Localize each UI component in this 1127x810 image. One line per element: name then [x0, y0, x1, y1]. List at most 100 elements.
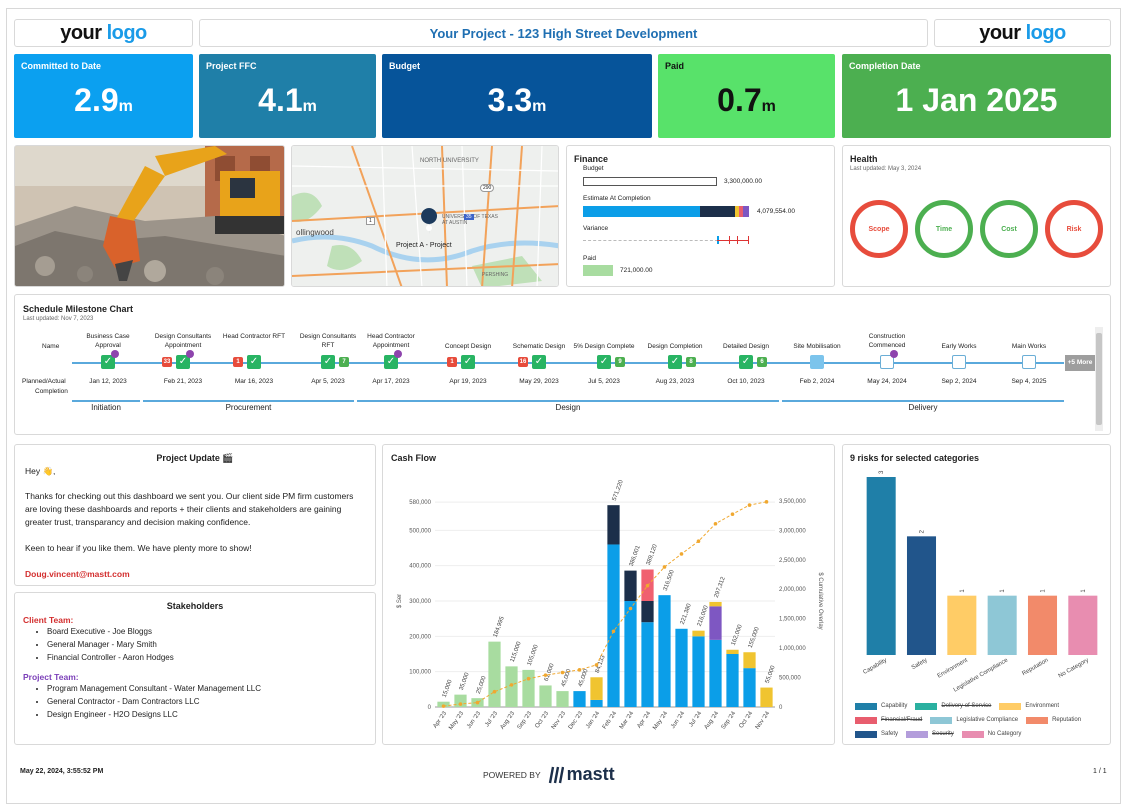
milestone-marker[interactable]: ✓	[668, 355, 682, 369]
cumulative-point[interactable]	[628, 606, 633, 611]
cumulative-point[interactable]	[662, 565, 667, 569]
cumulative-point[interactable]	[645, 583, 650, 588]
risk-bar[interactable]	[947, 595, 977, 655]
milestone-delta-badge: 1	[233, 357, 243, 367]
cashflow-bar-segment[interactable]	[641, 601, 654, 623]
cashflow-chart: 0 100,000 200,000 300,000 400,000 500,000 580,…	[397, 479, 823, 731]
legend-item[interactable]: Legislative Compliance	[930, 714, 1018, 727]
cumulative-point[interactable]	[611, 629, 616, 634]
legend-item[interactable]: No Category	[961, 728, 1021, 741]
cashflow-bar-segment[interactable]	[590, 677, 603, 700]
cashflow-bar-segment[interactable]	[522, 669, 535, 707]
legend-item[interactable]: Financial/Fraud	[855, 714, 922, 727]
milestone-marker[interactable]: ✓	[461, 355, 475, 369]
cashflow-bar-segment[interactable]	[624, 570, 637, 601]
cashflow-bar-segment[interactable]	[590, 699, 603, 707]
cumulative-point[interactable]	[441, 704, 446, 708]
cashflow-bar-segment[interactable]	[556, 691, 569, 707]
cashflow-bar-segment[interactable]	[692, 630, 705, 637]
cumulative-point[interactable]	[509, 683, 514, 687]
cumulative-point[interactable]	[475, 700, 480, 705]
milestone-marker[interactable]: ✓	[101, 355, 115, 369]
cashflow-bar-segment[interactable]	[607, 544, 620, 707]
x-tick-label: Apr '23	[432, 710, 448, 729]
budget-label: Budget	[583, 165, 604, 172]
cashflow-bar-segment[interactable]	[760, 687, 773, 707]
milestone-marker[interactable]: ✓	[532, 355, 546, 369]
cashflow-bar-segment[interactable]	[539, 685, 552, 707]
milestone-name: Detailed Design	[723, 343, 769, 350]
project-map[interactable]: NORTH UNIVERSITY UNIVERSITY OF TEXAS AT …	[291, 145, 559, 287]
cashflow-bar-segment[interactable]	[743, 668, 756, 707]
cashflow-bar-segment[interactable]	[607, 505, 620, 545]
legend-item[interactable]: Safety	[855, 728, 898, 741]
schedule-scrollbar[interactable]	[1095, 327, 1103, 431]
kpi-tile: Committed to Date 2.9m	[14, 54, 193, 138]
legend-item[interactable]: Environment	[999, 700, 1059, 713]
cashflow-bar-segment[interactable]	[573, 691, 586, 707]
cashflow-bar-segment[interactable]	[726, 649, 739, 654]
risk-bar[interactable]	[1027, 595, 1058, 655]
cashflow-bar-segment[interactable]	[624, 601, 637, 707]
risk-bar[interactable]	[866, 477, 896, 655]
excavator-image	[15, 146, 284, 286]
contact-email-link[interactable]: Doug.vincent@mastt.com	[25, 569, 130, 579]
milestone-marker[interactable]	[880, 355, 894, 369]
milestone-marker[interactable]: ✓	[321, 355, 335, 369]
cumulative-point[interactable]	[577, 668, 582, 672]
cashflow-bar-segment[interactable]	[692, 636, 705, 707]
milestone-marker[interactable]	[952, 355, 966, 369]
cumulative-point[interactable]	[526, 676, 531, 681]
milestone-comment-icon[interactable]	[111, 350, 119, 358]
milestone-comment-icon[interactable]	[186, 350, 194, 358]
legend-item[interactable]: Security	[906, 728, 954, 741]
legend-item[interactable]: Delivery of Service	[915, 700, 991, 713]
milestone-marker[interactable]: ✓	[384, 355, 398, 369]
cashflow-bar-segment[interactable]	[658, 595, 671, 707]
cumulative-point[interactable]	[747, 503, 752, 507]
cumulative-point[interactable]	[492, 689, 497, 694]
milestone-marker[interactable]: ✓	[597, 355, 611, 369]
cumulative-point[interactable]	[713, 521, 718, 526]
cashflow-bar-segment[interactable]	[709, 601, 722, 607]
milestone-marker[interactable]: ✓	[247, 355, 261, 369]
risk-bar[interactable]	[987, 595, 1017, 655]
milestone-marker[interactable]	[810, 355, 824, 369]
milestone-marker[interactable]: ✓	[739, 355, 753, 369]
risk-bar[interactable]	[906, 536, 937, 655]
dashboard-frame	[6, 8, 1121, 804]
cumulative-point[interactable]	[543, 673, 548, 677]
cashflow-bar-segment[interactable]	[641, 622, 654, 707]
cumulative-point[interactable]	[679, 552, 684, 556]
legend-item[interactable]: Reputation	[1026, 714, 1081, 727]
cumulative-point[interactable]	[730, 512, 735, 516]
cashflow-bar-segment[interactable]	[675, 628, 688, 707]
paid-label: Paid	[583, 255, 597, 262]
project-update-panel: Project Update 🎬 Hey 👋, Thanks for check…	[14, 444, 376, 586]
milestone-comment-icon[interactable]	[394, 350, 402, 358]
risks-title: 9 risks for selected categories	[850, 453, 980, 463]
milestone-marker[interactable]: ✓	[176, 355, 190, 369]
cumulative-point[interactable]	[764, 500, 769, 504]
cashflow-bar-segment[interactable]	[709, 639, 722, 707]
cashflow-bar-segment[interactable]	[709, 606, 722, 640]
phase-line-procurement	[143, 400, 354, 402]
kpi-unit: m	[761, 98, 776, 115]
y2-tick-label: 3,500,000	[779, 499, 806, 505]
cashflow-bar-segment[interactable]	[488, 641, 501, 707]
cashflow-bar-segment[interactable]	[726, 654, 739, 707]
eac-label: Estimate At Completion	[583, 195, 651, 202]
legend-item[interactable]: Capability	[855, 700, 907, 713]
finance-panel: Finance Budget 3,300,000.00 Estimate At …	[566, 145, 835, 287]
cumulative-point[interactable]	[696, 539, 701, 544]
risk-bar[interactable]	[1068, 595, 1098, 655]
milestone-comment-icon[interactable]	[890, 350, 898, 358]
milestone-marker[interactable]	[1022, 355, 1036, 369]
more-milestones-button[interactable]: +5 More	[1065, 355, 1095, 371]
scrollbar-thumb[interactable]	[1096, 333, 1102, 425]
cumulative-point[interactable]	[458, 702, 463, 706]
phase-line-initiation	[72, 400, 140, 402]
cumulative-point[interactable]	[560, 670, 565, 675]
cumulative-point[interactable]	[594, 663, 599, 667]
cashflow-bar-segment[interactable]	[743, 652, 756, 669]
